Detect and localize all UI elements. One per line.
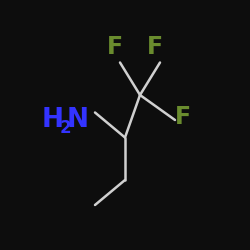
Text: F: F — [147, 36, 163, 60]
Text: F: F — [174, 106, 190, 130]
Text: N: N — [67, 107, 89, 133]
Text: F: F — [107, 36, 123, 60]
Text: 2: 2 — [59, 119, 71, 137]
Text: H: H — [41, 107, 63, 133]
